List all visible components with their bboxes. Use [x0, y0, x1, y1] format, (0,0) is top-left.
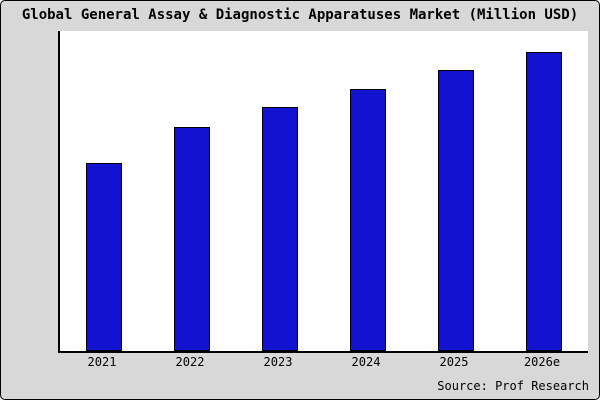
x-tick-label: 2021	[87, 355, 117, 369]
x-axis-ticks: 2021 2022 2023 2024 2025 2026e	[58, 355, 586, 369]
bar-2022	[174, 126, 210, 351]
chart-title: Global General Assay & Diagnostic Appara…	[21, 7, 579, 23]
bar-slot	[324, 31, 412, 351]
source-text: Source: Prof Research	[437, 379, 589, 393]
bar-slot	[412, 31, 500, 351]
x-tick-label: 2025	[439, 355, 469, 369]
bar-2021	[86, 163, 122, 351]
bar-slot	[148, 31, 236, 351]
bar-2026e	[526, 51, 562, 351]
x-tick-label: 2022	[175, 355, 205, 369]
bar-slot	[236, 31, 324, 351]
bar-slot	[60, 31, 148, 351]
bar-2023	[262, 106, 298, 351]
x-tick-label: 2023	[263, 355, 293, 369]
bar-2025	[438, 69, 474, 351]
x-tick-label: 2024	[351, 355, 381, 369]
x-tick-label: 2026e	[523, 355, 561, 369]
bar-2024	[350, 88, 386, 351]
plot-area	[58, 31, 588, 353]
bar-slot	[500, 31, 588, 351]
